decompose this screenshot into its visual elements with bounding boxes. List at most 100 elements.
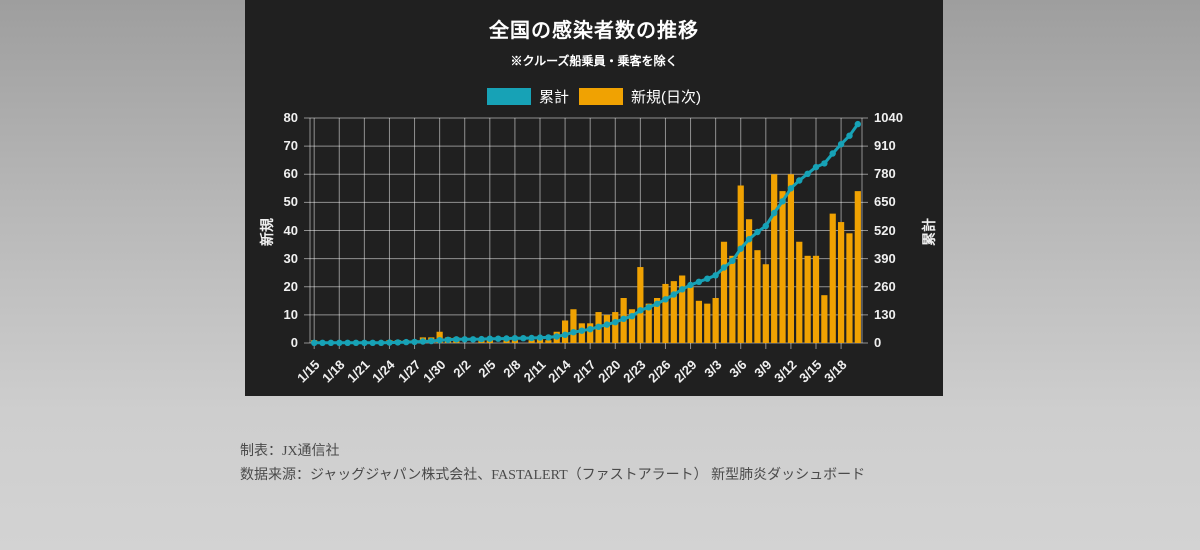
legend: 累計 新規(日次) <box>245 86 943 107</box>
y-tick-label-right: 780 <box>874 166 896 182</box>
y-tick-label-right: 390 <box>874 250 896 266</box>
bar <box>704 303 711 344</box>
y-tick-label-left: 20 <box>283 278 298 294</box>
line-point <box>444 336 452 343</box>
chart-title: 全国の感染者数の推移 <box>489 20 699 42</box>
bar <box>812 255 820 343</box>
line-point <box>369 339 376 346</box>
bar <box>737 185 744 343</box>
bar <box>729 255 736 343</box>
bar <box>587 323 594 343</box>
line-point <box>620 315 627 322</box>
line-point <box>428 337 435 345</box>
bar <box>679 275 686 343</box>
line-point <box>821 160 828 167</box>
y-tick-label-right: 260 <box>874 278 896 294</box>
line-point <box>478 335 485 343</box>
line-point <box>495 335 502 342</box>
line-point <box>336 339 343 346</box>
line-point <box>394 339 401 346</box>
line-point <box>461 336 468 343</box>
y-tick-label-left: 80 <box>283 110 298 125</box>
bar <box>570 309 577 343</box>
y-tick-label-left: 60 <box>283 166 298 182</box>
line-point <box>344 339 351 346</box>
bar <box>796 241 803 343</box>
line-point <box>327 339 335 346</box>
bar <box>745 219 753 343</box>
line-point <box>704 275 711 282</box>
line-point <box>486 335 493 342</box>
bar <box>670 281 677 344</box>
line-point <box>503 335 510 342</box>
line-point <box>612 319 619 326</box>
line-point <box>352 339 360 346</box>
line-point <box>436 337 443 344</box>
y-tick-label-right: 910 <box>874 138 896 154</box>
bar <box>687 286 694 343</box>
bar <box>628 309 636 343</box>
y-tick-label-left: 30 <box>283 250 298 266</box>
bar <box>662 283 669 343</box>
line-point <box>578 327 585 334</box>
legend-label-daily: 新規(日次) <box>631 89 701 106</box>
bar <box>612 312 619 343</box>
bar <box>637 267 644 343</box>
line-point <box>712 272 719 279</box>
line-point <box>419 338 427 345</box>
bar <box>779 191 786 344</box>
line-point <box>453 336 460 343</box>
line-point <box>561 331 569 338</box>
bar <box>787 174 795 343</box>
line-point <box>837 141 845 148</box>
line-point <box>771 209 778 217</box>
line-point <box>754 228 761 236</box>
line-point <box>411 338 418 346</box>
line-point <box>804 170 811 177</box>
line-point <box>812 163 820 171</box>
line-point <box>553 333 560 340</box>
bar <box>653 298 661 343</box>
line-point <box>729 257 736 264</box>
line-point <box>846 132 853 139</box>
footer-source: 数据来源：ジャッグジャパン株式会社、FASTALERT（ファストアラート） 新型… <box>240 468 866 483</box>
line-point <box>796 177 803 184</box>
line-point <box>377 339 385 346</box>
line-point <box>829 150 836 157</box>
line-point <box>670 291 677 298</box>
bar <box>603 314 611 344</box>
footer-credit: 制表：JX通信社 <box>240 444 340 459</box>
line-point <box>587 326 594 333</box>
chart-subtitle: ※クルーズ船乗員・乗客を除く <box>510 54 678 68</box>
bar <box>511 340 519 343</box>
line-point <box>637 307 644 314</box>
line-point <box>403 338 410 346</box>
bar <box>762 264 769 343</box>
line-point <box>570 329 577 336</box>
line-point <box>653 300 661 307</box>
line-point <box>854 120 861 128</box>
bar <box>821 295 828 343</box>
y-tick-label-left: 50 <box>283 194 298 210</box>
y-tick-label-right: 0 <box>874 335 882 350</box>
line-point <box>603 321 611 328</box>
line-point <box>311 339 318 346</box>
bar <box>695 300 703 343</box>
line-point <box>679 286 686 293</box>
y-tick-label-left: 10 <box>283 306 298 322</box>
y-tick-label-right: 520 <box>874 222 896 238</box>
line-point <box>737 245 744 252</box>
y-tick-label-right: 1040 <box>874 110 903 125</box>
line-point <box>762 222 769 230</box>
cumulative-swatch-icon <box>486 88 531 105</box>
daily-swatch-icon <box>579 88 623 105</box>
y-tick-label-right: 650 <box>874 194 896 210</box>
line-point <box>779 198 786 205</box>
y-tick-label-left: 70 <box>283 138 298 154</box>
bar <box>771 174 778 343</box>
legend-item-daily[interactable]: 新規(日次) <box>579 86 701 107</box>
line-point <box>720 264 728 271</box>
y-tick-label-right: 130 <box>874 306 896 322</box>
line-point <box>695 278 703 285</box>
legend-item-cumulative[interactable]: 累計 <box>486 86 569 107</box>
